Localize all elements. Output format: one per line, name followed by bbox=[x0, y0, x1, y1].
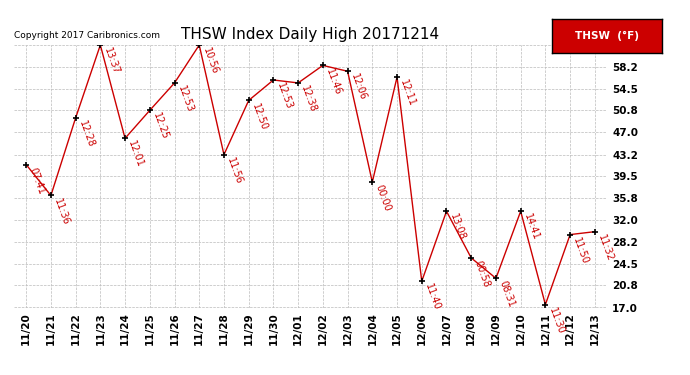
Text: Copyright 2017 Caribronics.com: Copyright 2017 Caribronics.com bbox=[14, 31, 160, 40]
Text: 11:36: 11:36 bbox=[52, 197, 71, 226]
Text: 12:06: 12:06 bbox=[349, 73, 368, 102]
Text: 11:30: 11:30 bbox=[546, 306, 566, 336]
Text: 11:50: 11:50 bbox=[571, 236, 591, 266]
Text: 11:56: 11:56 bbox=[226, 156, 244, 186]
Text: 08:31: 08:31 bbox=[497, 280, 516, 309]
Text: 11:32: 11:32 bbox=[596, 233, 615, 262]
Text: 11:40: 11:40 bbox=[423, 283, 442, 312]
Text: 11:46: 11:46 bbox=[324, 67, 343, 96]
Text: THSW  (°F): THSW (°F) bbox=[575, 31, 639, 40]
Text: 14:41: 14:41 bbox=[522, 213, 541, 242]
Text: 12:11: 12:11 bbox=[398, 78, 417, 108]
Text: 13:37: 13:37 bbox=[101, 46, 121, 76]
Text: 00:00: 00:00 bbox=[374, 183, 393, 213]
Text: 12:28: 12:28 bbox=[77, 119, 96, 149]
Text: 00:58: 00:58 bbox=[473, 259, 491, 289]
Text: 12:53: 12:53 bbox=[176, 84, 195, 114]
Text: 10:56: 10:56 bbox=[201, 46, 219, 76]
Text: 07:41: 07:41 bbox=[28, 166, 46, 196]
Title: THSW Index Daily High 20171214: THSW Index Daily High 20171214 bbox=[181, 27, 440, 42]
Text: 12:01: 12:01 bbox=[126, 140, 146, 170]
Text: 12:53: 12:53 bbox=[275, 81, 294, 111]
Text: 12:50: 12:50 bbox=[250, 102, 269, 132]
Text: 12:38: 12:38 bbox=[299, 84, 319, 114]
Text: 12:25: 12:25 bbox=[151, 112, 170, 142]
Text: 13:08: 13:08 bbox=[448, 213, 466, 242]
